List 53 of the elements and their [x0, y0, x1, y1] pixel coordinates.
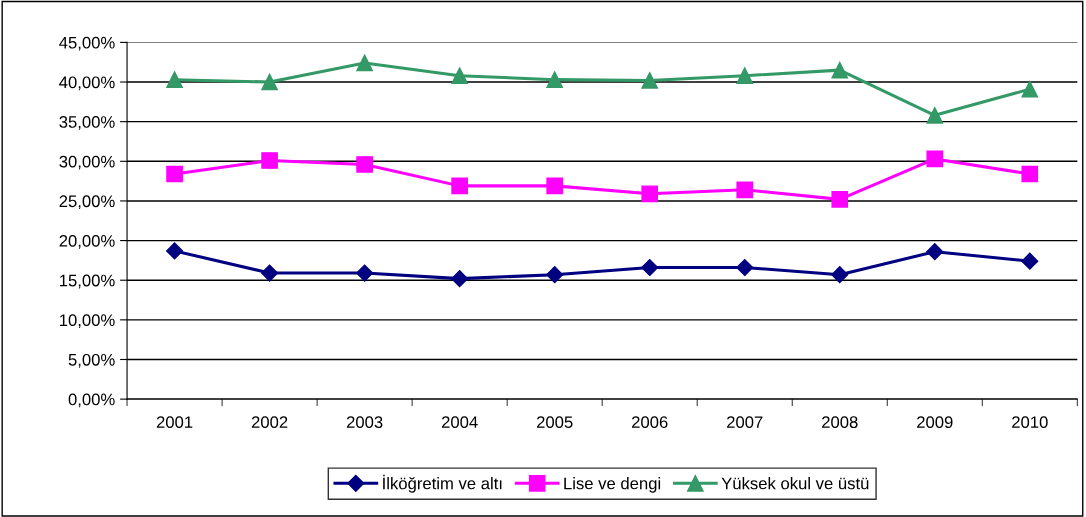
point [641, 72, 659, 89]
point [1021, 252, 1039, 270]
point [641, 185, 659, 203]
y-tick-label: 25,00% [59, 195, 115, 210]
x-tick-label: 2007 [727, 416, 763, 429]
x-tick-label: 2005 [536, 416, 573, 429]
point [356, 264, 374, 282]
point [926, 150, 944, 168]
point [166, 165, 183, 183]
point [831, 266, 849, 284]
x-tick-label: 2008 [822, 416, 858, 429]
point [451, 67, 468, 85]
point [166, 242, 184, 260]
point [736, 181, 754, 199]
point [261, 73, 278, 91]
y-tick-label: 35,00% [59, 116, 115, 130]
x-tick-label: 2006 [632, 416, 668, 429]
y-tick-label: 10,00% [60, 314, 115, 329]
point [261, 152, 278, 169]
y-tick-label: 45,00% [59, 36, 115, 51]
legend-label: İlköğretim ve altı [383, 474, 502, 493]
y-tick-label: 0,00% [68, 393, 115, 408]
point [451, 177, 468, 195]
point [356, 156, 373, 173]
point [546, 266, 564, 284]
y-tick-label: 5,00% [68, 353, 115, 368]
y-tick-label: 20,00% [59, 234, 115, 249]
point [926, 243, 944, 261]
point [261, 264, 279, 282]
x-tick-label: 2004 [441, 416, 478, 429]
legend-label: Lise ve dengi [564, 477, 661, 493]
point [926, 106, 944, 124]
x-tick-label: 2010 [1012, 416, 1048, 429]
point [546, 177, 564, 195]
point [831, 191, 849, 208]
point [1021, 165, 1039, 183]
point [356, 54, 373, 72]
point [641, 258, 659, 277]
y-tick-label: 40,00% [59, 76, 115, 91]
x-tick-label: 2002 [251, 416, 288, 429]
y-tick-label: 30,00% [59, 155, 115, 170]
point [831, 61, 849, 79]
point [1021, 80, 1039, 98]
x-tick-label: 2001 [156, 416, 193, 429]
point [451, 270, 469, 288]
x-tick-label: 2003 [346, 416, 383, 429]
y-tick-label: 15,00% [60, 274, 115, 289]
x-tick-label: 2009 [917, 416, 953, 429]
legend-label: Yüksek okul ve üstü [721, 477, 869, 490]
point [166, 71, 183, 88]
point [736, 258, 754, 277]
point [546, 71, 564, 88]
point [736, 67, 754, 85]
